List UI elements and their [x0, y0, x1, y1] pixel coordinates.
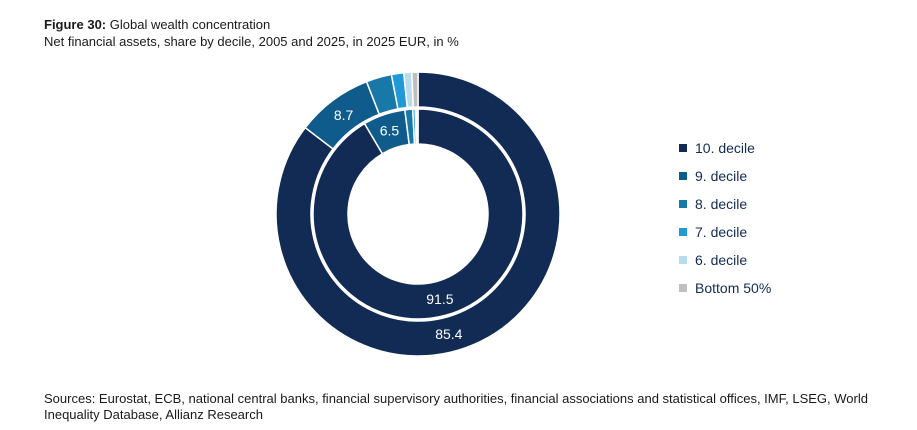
sources-note: Sources: Eurostat, ECB, national central… [44, 391, 868, 422]
figure-subtitle: Net financial assets, share by decile, 2… [44, 34, 459, 49]
figure-title-line: Figure 30: Global wealth concentration [44, 16, 459, 33]
legend-label: 9. decile [695, 168, 748, 184]
slice-inner-bottom-50- [415, 108, 419, 145]
legend-label: 7. decile [695, 224, 748, 240]
legend-label: 6. decile [695, 252, 748, 268]
legend-swatch [679, 228, 687, 236]
data-labels: 85.4 8.7 91.5 6.5 [334, 107, 463, 342]
legend-swatch [679, 144, 687, 152]
legend-swatch [679, 284, 687, 292]
legend-label: 8. decile [695, 196, 748, 212]
slice-inner-10-decile [312, 108, 524, 320]
data-label-inner-0: 91.5 [426, 291, 453, 307]
figure-label: Figure 30: [44, 17, 107, 32]
slice-outer-bottom-50- [410, 71, 419, 108]
data-label-inner-1: 6.5 [380, 123, 400, 139]
figure-header: Figure 30: Global wealth concentration N… [44, 16, 459, 50]
slice-outer-10-decile [275, 71, 561, 357]
outer-ring-2025 [275, 71, 561, 357]
chart-legend: 10. decile 9. decile 8. decile 7. decile… [679, 134, 771, 302]
legend-item-8-decile: 8. decile [679, 190, 771, 218]
legend-label: Bottom 50% [695, 280, 772, 296]
legend-item-9-decile: 9. decile [679, 162, 771, 190]
legend-swatch [679, 256, 687, 264]
legend-item-bottom-50: Bottom 50% [679, 274, 771, 302]
legend-item-6-decile: 6. decile [679, 246, 771, 274]
figure-title: Global wealth concentration [109, 17, 271, 32]
legend-item-10-decile: 10. decile [679, 134, 771, 162]
data-label-outer-1: 8.7 [334, 107, 354, 123]
inner-ring-2005 [312, 108, 524, 320]
data-label-outer-0: 85.4 [435, 326, 462, 342]
legend-label: 10. decile [695, 140, 755, 156]
legend-swatch [679, 200, 687, 208]
legend-swatch [679, 172, 687, 180]
legend-item-7-decile: 7. decile [679, 218, 771, 246]
